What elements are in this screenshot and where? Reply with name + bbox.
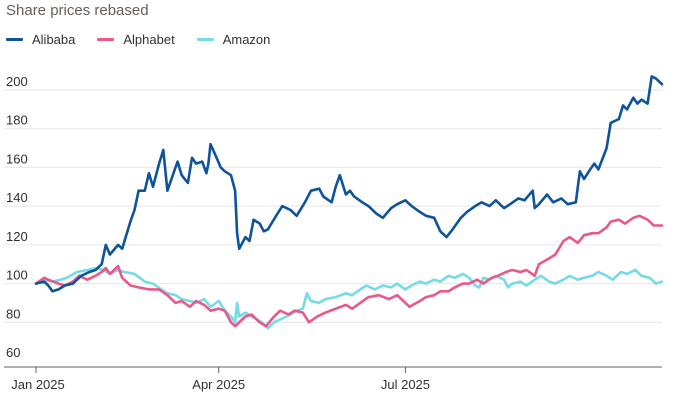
y-tick-label-200: 200 [6, 74, 28, 89]
series-lines [34, 75, 664, 330]
y-axis-labels: 60 80 100 120 140 160 180 200 [6, 74, 28, 360]
legend-label-alphabet: Alphabet [123, 32, 175, 47]
legend-item-amazon: Amazon [196, 32, 271, 47]
series-line-amazon [34, 266, 664, 330]
x-tick-label-1: Apr 2025 [192, 377, 245, 392]
legend-swatch-alphabet [97, 38, 115, 41]
series-line-alphabet [34, 214, 664, 328]
legend-item-alphabet: Alphabet [97, 32, 175, 47]
series-line-alibaba [34, 75, 664, 293]
y-tick-label-120: 120 [6, 229, 28, 244]
chart-subtitle: Share prices rebased [6, 2, 149, 19]
y-tick-label-180: 180 [6, 113, 28, 128]
legend-item-alibaba: Alibaba [6, 32, 75, 47]
x-tick-label-2: Jul 2025 [381, 377, 430, 392]
y-tick-label-100: 100 [6, 268, 28, 283]
y-tick-label-160: 160 [6, 151, 28, 166]
y-tick-label-80: 80 [6, 306, 20, 321]
y-tick-label-140: 140 [6, 190, 28, 205]
legend-label-amazon: Amazon [222, 32, 271, 47]
legend-label-alibaba: Alibaba [32, 32, 76, 47]
grid-lines [4, 89, 662, 323]
x-axis: Jan 2025 Apr 2025 Jul 2025 [4, 366, 662, 392]
y-tick-label-60: 60 [6, 345, 20, 360]
x-tick-label-0: Jan 2025 [11, 377, 65, 392]
legend-swatch-amazon [196, 38, 214, 41]
legend-swatch-alibaba [6, 38, 23, 41]
chart-legend: Alibaba Alphabet Amazon [6, 32, 292, 47]
